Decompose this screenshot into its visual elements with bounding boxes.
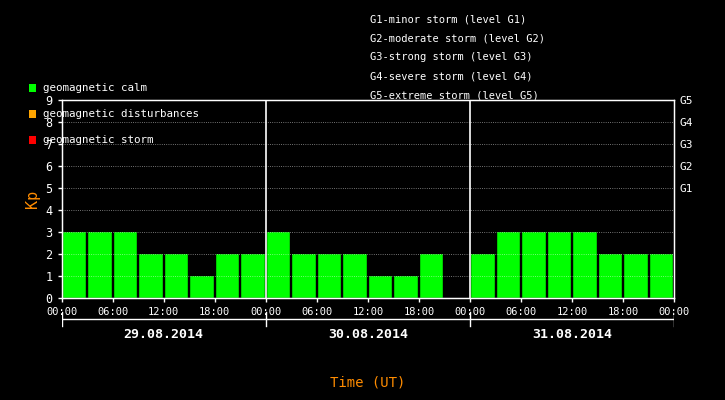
Bar [547,232,571,298]
Bar [165,254,189,298]
Bar [497,232,520,298]
Bar [62,232,86,298]
Bar [394,276,418,298]
Bar [573,232,597,298]
Bar [88,232,112,298]
Bar [522,232,546,298]
Bar [624,254,647,298]
Bar [369,276,392,298]
Bar [241,254,265,298]
Text: 29.08.2014: 29.08.2014 [124,328,204,340]
Text: 30.08.2014: 30.08.2014 [328,328,408,340]
Bar [216,254,239,298]
Text: G4-severe storm (level G4): G4-severe storm (level G4) [370,72,532,82]
Text: geomagnetic storm: geomagnetic storm [44,135,154,145]
Y-axis label: Kp: Kp [25,190,40,208]
Bar [190,276,214,298]
Bar [344,254,367,298]
Text: 31.08.2014: 31.08.2014 [532,328,612,340]
Text: Time (UT): Time (UT) [331,376,405,390]
Bar [318,254,341,298]
Bar [267,232,290,298]
Text: G3-strong storm (level G3): G3-strong storm (level G3) [370,52,532,62]
Bar [292,254,316,298]
Text: G1-minor storm (level G1): G1-minor storm (level G1) [370,14,526,24]
Text: geomagnetic calm: geomagnetic calm [44,83,147,93]
Text: G2-moderate storm (level G2): G2-moderate storm (level G2) [370,33,544,43]
Bar [114,232,137,298]
Text: G5-extreme storm (level G5): G5-extreme storm (level G5) [370,91,539,101]
Bar [599,254,622,298]
Bar [139,254,162,298]
Bar [420,254,444,298]
Bar [650,254,674,298]
Text: geomagnetic disturbances: geomagnetic disturbances [44,109,199,119]
Bar [471,254,494,298]
